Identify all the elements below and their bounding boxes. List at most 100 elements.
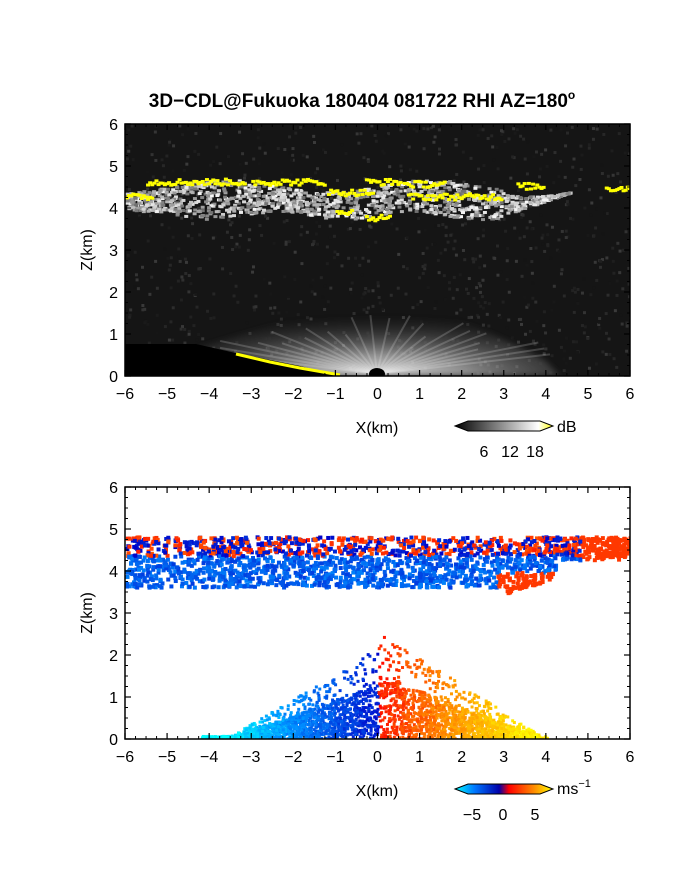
strong-echo-pixel [329, 188, 334, 192]
noise-pixel [478, 290, 482, 294]
noise-pixel [126, 253, 130, 257]
velocity-pixel [369, 554, 374, 559]
velocity-pixel [127, 536, 132, 541]
cloud-pixel [534, 197, 539, 201]
noise-pixel [418, 276, 422, 280]
velocity-pixel [219, 540, 224, 545]
velocity-pixel [622, 543, 627, 548]
velocity-pixel [567, 546, 572, 551]
velocity-pixel [475, 560, 480, 565]
velocity-pixel [243, 535, 248, 540]
noise-pixel [362, 292, 366, 296]
noise-pixel [564, 361, 568, 365]
velocity-pixel [379, 580, 384, 585]
velocity-pixel [613, 542, 618, 547]
cloud-pixel [400, 185, 405, 189]
velocity-pixel [457, 553, 462, 558]
cloud-pixel [492, 215, 497, 219]
noise-pixel [141, 303, 145, 307]
noise-pixel [183, 257, 187, 261]
velocity-pixel [260, 544, 265, 549]
velocity-pixel [424, 562, 429, 567]
strong-echo-pixel [520, 184, 525, 188]
velocity-pixel [171, 562, 176, 567]
noise-pixel [367, 289, 371, 293]
velocity-pixel [343, 580, 348, 585]
noise-pixel [168, 263, 172, 267]
noise-pixel [509, 214, 513, 218]
velocity-pixel [321, 567, 326, 572]
noise-pixel [613, 309, 617, 313]
noise-pixel [193, 149, 197, 153]
velocity-pixel [575, 542, 580, 547]
noise-pixel [433, 306, 437, 310]
cloud-pixel [204, 217, 209, 221]
noise-pixel [349, 287, 353, 291]
cone-ray [376, 322, 425, 375]
velocity-pixel [252, 558, 257, 563]
cloud-pixel [546, 194, 551, 198]
strong-echo-pixel [209, 179, 214, 183]
velocity-pixel [394, 570, 399, 575]
strong-echo-pixel [623, 188, 628, 192]
noise-pixel [407, 145, 411, 149]
velocity-pixel [496, 574, 501, 579]
velocity-pixel [627, 546, 630, 551]
cloud-pixel [375, 194, 380, 198]
velocity-pixel [424, 579, 429, 584]
cloud-pixel [414, 209, 419, 213]
velocity-pixel [340, 730, 344, 734]
velocity-pixel [447, 568, 452, 573]
velocity-pixel [155, 537, 160, 542]
cloud-pixel [510, 203, 515, 207]
noise-pixel [252, 157, 256, 161]
noise-pixel [213, 187, 217, 191]
cloud-pixel [292, 192, 297, 196]
ground-edge-line [235, 352, 341, 376]
velocity-pixel [444, 577, 449, 582]
cloud-pixel [321, 192, 326, 196]
velocity-pixel [540, 574, 545, 579]
velocity-pixel [515, 564, 520, 569]
cloud-pixel [514, 208, 519, 212]
velocity-pixel [621, 538, 626, 543]
strong-echo-pixel [428, 198, 432, 202]
noise-pixel [568, 356, 572, 360]
noise-pixel [492, 158, 496, 162]
velocity-pixel [131, 567, 136, 572]
cloud-pixel [487, 187, 492, 191]
velocity-pixel [399, 584, 404, 589]
velocity-pixel [555, 548, 560, 553]
noise-pixel [475, 286, 479, 290]
strong-echo-pixel [345, 192, 350, 196]
cloud-pixel [245, 208, 250, 212]
db-colorbar-bar [453, 420, 555, 432]
velocity-pixel [504, 551, 509, 556]
noise-pixel [147, 341, 151, 345]
noise-pixel [143, 307, 147, 311]
velocity-pixel [409, 535, 414, 540]
velocity-pixel [602, 549, 607, 554]
noise-pixel [189, 315, 193, 319]
velocity-pixel [177, 543, 182, 548]
cloud-pixel [193, 185, 198, 189]
velocity-pixel [329, 542, 334, 547]
velocity-pixel [327, 575, 332, 580]
velocity-echo [125, 535, 630, 739]
velocity-pixel [493, 551, 498, 556]
cone-ray [376, 342, 480, 375]
velocity-pixel [279, 563, 284, 568]
strong-echo-pixel [409, 192, 414, 196]
velocity-pixel [286, 707, 290, 711]
velocity-pixel [553, 551, 558, 556]
velocity-pixel [126, 551, 131, 556]
velocity-pixel [205, 569, 210, 574]
noise-pixel [180, 192, 184, 196]
velocity-pixel [465, 553, 470, 558]
strong-echo-pixel [428, 185, 432, 189]
noise-pixel [481, 306, 485, 310]
velocity-pixel [221, 545, 226, 550]
velocity-pixel [540, 538, 545, 543]
cloud-pixel [405, 204, 410, 208]
noise-pixel [555, 248, 559, 252]
